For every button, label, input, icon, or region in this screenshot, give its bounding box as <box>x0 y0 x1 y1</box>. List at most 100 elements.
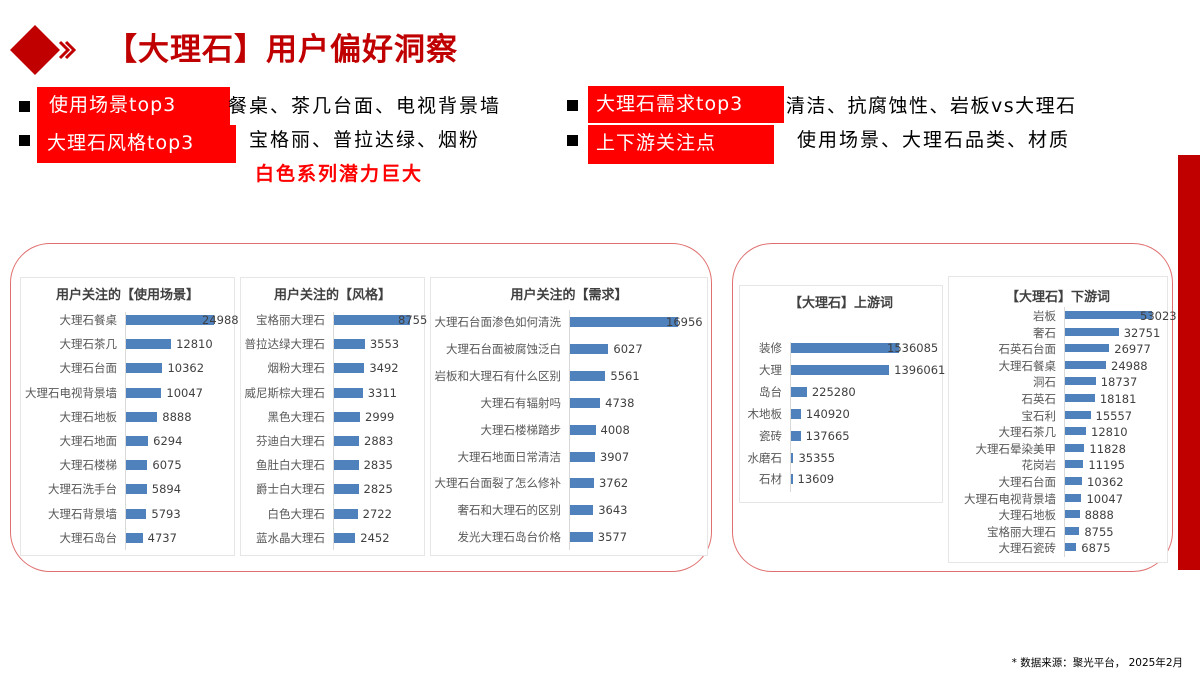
data-label: 5894 <box>151 482 182 497</box>
bar <box>126 363 163 374</box>
category-label: 岩板和大理石有什么区别 <box>434 368 562 383</box>
data-label: 5561 <box>610 368 640 383</box>
category-label: 大理石岛台 <box>59 530 118 545</box>
data-label: 2883 <box>364 434 394 448</box>
data-label: 11195 <box>1088 458 1125 473</box>
category-label: 花岗岩 <box>1021 458 1057 473</box>
category-label: 石英石台面 <box>998 342 1057 357</box>
desc-demand: 清洁、抗腐蚀性、岩板vs大理石 <box>786 95 1077 117</box>
data-label: 18181 <box>1099 392 1137 406</box>
bar <box>570 343 609 354</box>
category-label: 大理石餐桌 <box>59 313 118 327</box>
data-label: 8755 <box>398 313 428 327</box>
bar <box>791 474 793 485</box>
bar <box>570 397 601 408</box>
data-label: 32751 <box>1123 325 1161 340</box>
bar <box>1065 526 1080 535</box>
desc-upstream-downstream: 使用场景、大理石品类、材质 <box>797 129 1071 151</box>
tag-style: 大理石风格top3 <box>37 125 236 163</box>
category-label: 大理石台面 <box>59 361 118 376</box>
chart-title: 【大理石】上游词 <box>788 296 893 311</box>
bar <box>126 508 147 519</box>
category-label: 木地板 <box>747 406 783 421</box>
bar <box>126 411 158 422</box>
bar <box>126 460 148 471</box>
category-label: 大理石有辐射吗 <box>480 395 562 410</box>
chart-title: 【大理石】下游词 <box>1005 290 1110 305</box>
bar <box>1065 360 1106 369</box>
category-label: 岛台 <box>759 384 782 399</box>
bar <box>334 532 356 543</box>
data-label: 5793 <box>151 506 181 521</box>
category-label: 大理石地面 <box>59 434 118 448</box>
bullet-icon <box>567 100 578 111</box>
data-label: 26977 <box>1114 342 1151 357</box>
bar <box>334 411 361 422</box>
bar <box>570 505 594 516</box>
data-label: 16956 <box>666 315 703 329</box>
bar <box>570 317 678 327</box>
tag-usage-scene: 使用场景top3 <box>37 87 230 125</box>
bar <box>334 436 360 446</box>
category-label: 大理石电视背景墙 <box>964 491 1056 506</box>
chart-demand: 用户关注的【需求】 大理石台面渗色如何清洗 16956 大理石台面被腐蚀泛白 6027 岩… <box>430 277 708 556</box>
category-label: 奢石和大理石的区别 <box>457 503 562 518</box>
bar <box>1065 543 1077 552</box>
bar <box>1065 327 1119 336</box>
category-label: 威尼斯棕大理石 <box>244 385 326 400</box>
bar <box>1065 460 1084 469</box>
category-label: 大理石背景墙 <box>48 506 117 521</box>
category-label: 水磨石 <box>747 450 783 465</box>
category-label: 大理石茶几 <box>59 337 118 352</box>
category-label: 烟粉大理石 <box>267 361 326 376</box>
data-label: 2452 <box>360 530 390 545</box>
bar <box>334 339 365 350</box>
bar <box>791 386 807 397</box>
chart-title: 用户关注的【使用场景】 <box>55 288 199 303</box>
data-label: 3907 <box>599 449 630 464</box>
bar <box>1065 311 1152 319</box>
data-label: 4737 <box>147 530 177 545</box>
data-label: 10047 <box>1086 491 1124 506</box>
desc-usage-scene: 餐桌、茶几台面、电视背景墙 <box>228 95 502 117</box>
category-label: 普拉达绿大理石 <box>244 337 326 352</box>
chart-axis <box>125 312 126 550</box>
page-title: 【大理石】用户偏好洞察 <box>106 32 458 68</box>
bar <box>791 452 794 463</box>
category-label: 爵士白大理石 <box>256 482 325 497</box>
bar <box>1065 493 1082 502</box>
data-label: 3553 <box>369 337 400 352</box>
category-label: 瓷砖 <box>759 428 782 443</box>
panel-user-focus <box>10 243 712 572</box>
data-label: 18737 <box>1100 375 1138 390</box>
bar <box>791 364 890 375</box>
bullet-icon <box>19 101 30 112</box>
category-label: 大理石餐桌 <box>998 358 1057 373</box>
data-label: 24988 <box>202 313 239 327</box>
category-label: 大理石台面被腐蚀泛白 <box>446 341 561 356</box>
category-label: 大理石楼梯 <box>59 458 118 473</box>
data-label: 6875 <box>1081 541 1111 556</box>
bar <box>126 315 214 325</box>
data-label: 3577 <box>597 530 628 545</box>
data-label: 4738 <box>605 395 635 410</box>
data-label: 1536085 <box>887 341 939 355</box>
chart-axis <box>333 312 334 550</box>
data-label: 35355 <box>798 450 836 465</box>
bar <box>1065 410 1091 419</box>
category-label: 洞石 <box>1033 375 1056 390</box>
bar <box>1065 377 1096 386</box>
bar <box>1065 394 1095 402</box>
data-label: 10362 <box>1087 475 1124 489</box>
bar <box>570 370 606 381</box>
chart-usage-scene: 用户关注的【使用场景】 大理石餐桌 24988 大理石茶几 12810 大理石台面 1036… <box>20 277 239 556</box>
bar <box>334 460 359 471</box>
data-label: 6294 <box>153 434 183 448</box>
data-label: 8888 <box>1084 508 1114 523</box>
bar <box>334 363 365 374</box>
category-label: 大理石洗手台 <box>48 482 117 497</box>
data-label: 53023 <box>1140 309 1177 323</box>
category-label: 大理石地面日常清洁 <box>457 449 562 464</box>
data-label: 6027 <box>613 341 643 356</box>
bar <box>791 408 801 419</box>
